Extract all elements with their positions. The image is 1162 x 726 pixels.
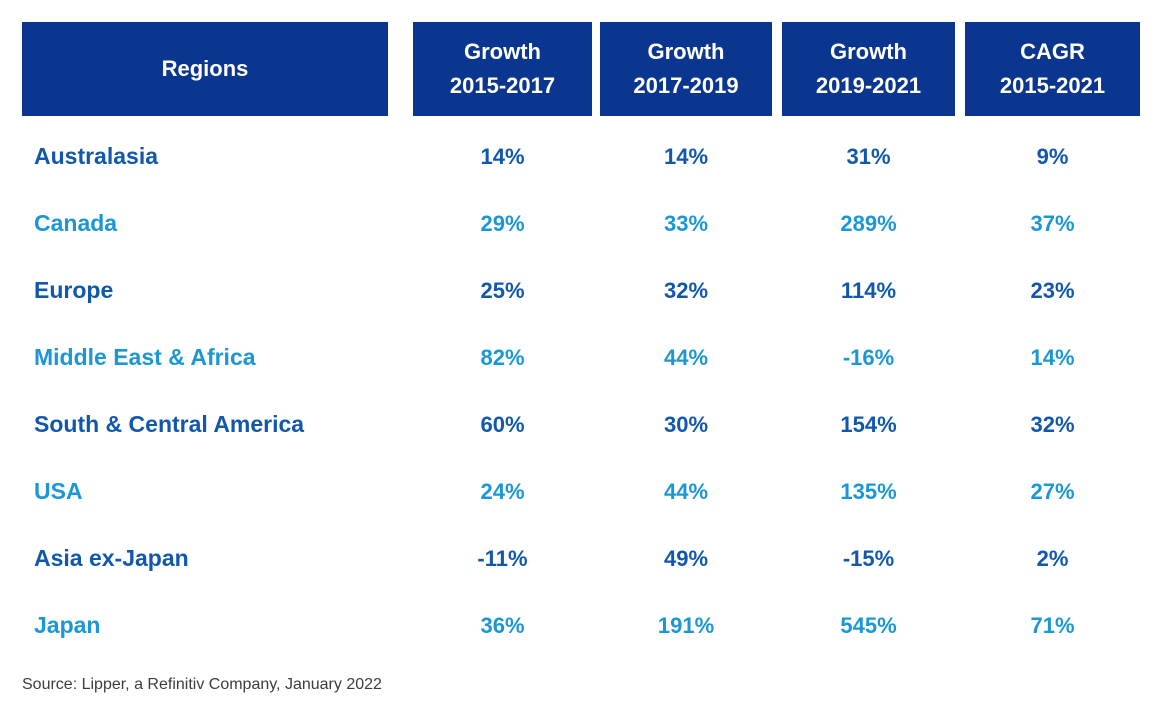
table-row-japan: Japan 36% 191% 545% 71% [22, 592, 1140, 659]
column-header-growth-2015-2017: Growth 2015-2017 [413, 22, 592, 116]
region-name-cell: Canada [34, 210, 118, 236]
value-cell: 14% [480, 143, 525, 169]
value-cell: 2% [1036, 545, 1069, 571]
value-cell: 33% [663, 210, 709, 236]
value-cell: 24% [480, 478, 525, 504]
source-note: Source: Lipper, a Refinitiv Company, Jan… [22, 676, 382, 693]
value-cell: 49% [663, 545, 709, 571]
value-cell: 60% [480, 411, 525, 437]
region-name-cell: Australasia [34, 143, 159, 169]
value-cell: 191% [657, 612, 715, 638]
value-cell: 36% [480, 612, 525, 638]
table-row-middle-east-africa: Middle East & Africa 82% 44% -16% 14% [22, 324, 1140, 391]
region-name-cell: Japan [34, 612, 101, 638]
header-label-line2: 2015-2017 [449, 73, 556, 98]
table-row-canada: Canada 29% 33% 289% 37% [22, 190, 1140, 257]
table-header-row: Regions Growth 2015-2017 Growth 2017-201… [22, 22, 1140, 116]
value-cell: 25% [480, 277, 525, 303]
value-cell: 32% [663, 277, 709, 303]
header-label-line1: CAGR [1020, 39, 1085, 64]
value-cell: -16% [842, 344, 895, 370]
header-label-line2: 2019-2021 [815, 73, 922, 98]
header-label-line1: Growth [647, 39, 725, 64]
value-cell: 29% [480, 210, 525, 236]
value-cell: 135% [840, 478, 897, 504]
value-cell: 545% [840, 612, 897, 638]
column-header-cagr-2015-2021: CAGR 2015-2021 [965, 22, 1140, 116]
column-header-growth-2019-2021: Growth 2019-2021 [782, 22, 955, 116]
value-cell: 27% [1030, 478, 1075, 504]
table-row-usa: USA 24% 44% 135% 27% [22, 458, 1140, 525]
region-name-cell: USA [34, 478, 83, 504]
value-cell: 30% [663, 411, 709, 437]
value-cell: 14% [663, 143, 709, 169]
region-name-cell: South & Central America [34, 411, 305, 437]
region-name-cell: Asia ex-Japan [34, 545, 189, 571]
value-cell: 154% [840, 411, 897, 437]
value-cell: 82% [480, 344, 525, 370]
value-cell: -11% [477, 545, 528, 571]
table-row-south-central-america: South & Central America 60% 30% 154% 32% [22, 391, 1140, 458]
value-cell: 44% [663, 478, 709, 504]
header-label-line1: Growth [464, 39, 541, 64]
header-label-line2: 2017-2019 [633, 73, 739, 98]
region-name-cell: Europe [34, 277, 114, 303]
table-row-europe: Europe 25% 32% 114% 23% [22, 257, 1140, 324]
region-name-cell: Middle East & Africa [34, 344, 256, 370]
value-cell: 37% [1030, 210, 1075, 236]
value-cell: 289% [840, 210, 897, 236]
value-cell: 32% [1030, 411, 1075, 437]
header-label: Regions [161, 56, 249, 81]
value-cell: 23% [1030, 277, 1075, 303]
header-label-line1: Growth [830, 39, 907, 64]
value-cell: 14% [1030, 344, 1075, 370]
value-cell: 71% [1030, 612, 1075, 638]
header-label-line2: 2015-2021 [999, 73, 1106, 98]
value-cell: 114% [840, 277, 897, 303]
value-cell: 31% [846, 143, 891, 169]
value-cell: 9% [1036, 143, 1069, 169]
value-cell: 44% [663, 344, 709, 370]
table-body: Australasia 14% 14% 31% 9% Canada 29% 33… [22, 123, 1140, 659]
column-header-regions: Regions [22, 22, 388, 116]
value-cell: -15% [842, 545, 895, 571]
regional-growth-table: Regions Growth 2015-2017 Growth 2017-201… [22, 22, 1140, 659]
table-row-asia-ex-japan: Asia ex-Japan -11% 49% -15% 2% [22, 525, 1140, 592]
table-row-australasia: Australasia 14% 14% 31% 9% [22, 123, 1140, 190]
column-header-growth-2017-2019: Growth 2017-2019 [600, 22, 772, 116]
